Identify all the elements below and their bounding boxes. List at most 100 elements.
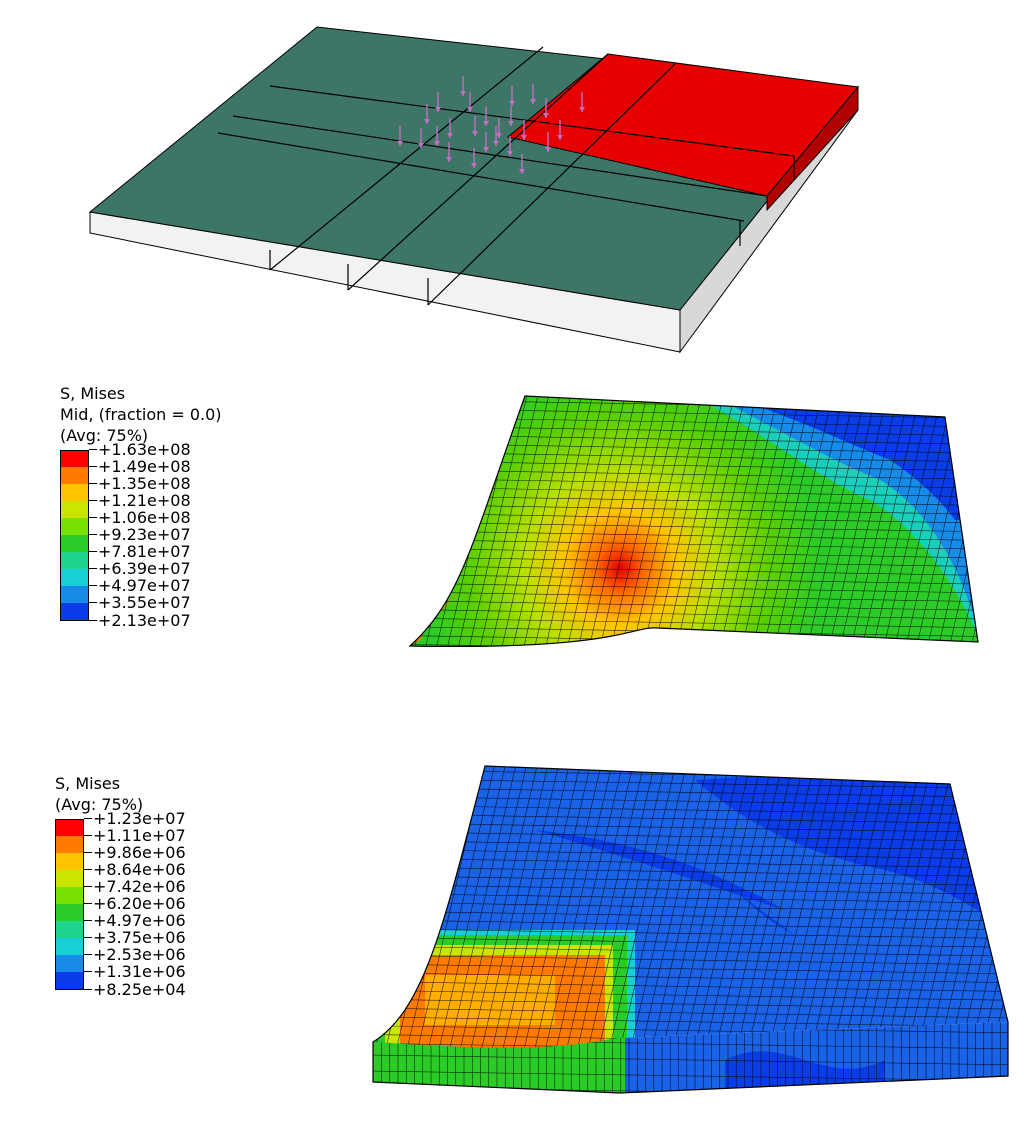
load-arrow-head — [446, 157, 452, 162]
legend-value: +1.11e+07 — [93, 826, 186, 845]
legend-entry: +1.23e+07 — [55, 809, 186, 836]
legend-title-line-3: (Avg: 75%) — [60, 426, 149, 445]
legend-entry: +9.86e+06 — [55, 843, 186, 870]
legend-tick — [89, 534, 97, 535]
legend-tick — [84, 852, 92, 853]
legend-value: +9.86e+06 — [93, 843, 186, 862]
legend-entry: +1.35e+08 — [60, 474, 191, 501]
legend-entry: +4.97e+07 — [60, 576, 191, 603]
legend-value: +6.39e+07 — [98, 559, 191, 578]
model-view-panel — [0, 0, 1024, 360]
load-arrow-head — [435, 107, 441, 112]
legend-swatch — [60, 569, 89, 586]
legend-tick — [84, 920, 92, 921]
legend-value: +4.97e+07 — [98, 576, 191, 595]
legend-entry: +6.39e+07 — [60, 559, 191, 586]
load-arrow-head — [543, 113, 549, 118]
load-arrow-head — [418, 143, 424, 148]
legend-swatch — [60, 501, 89, 518]
load-arrow-head — [496, 133, 502, 138]
load-arrow-head — [472, 131, 478, 136]
load-arrow-head — [519, 169, 525, 174]
legend-swatch — [60, 484, 89, 501]
legend-swatch — [60, 603, 89, 620]
legend-value: +4.97e+06 — [93, 911, 186, 930]
legend-swatch — [60, 586, 89, 603]
legend-entry: +4.97e+06 — [55, 911, 186, 938]
load-arrow-head — [508, 121, 514, 126]
legend-tick — [84, 818, 92, 819]
legend-color-bar: +1.63e+08 +1.49e+08 +1.35e+08 +1.21e+08 +1.0… — [60, 440, 191, 630]
load-arrows — [397, 76, 585, 174]
legend-value: +1.63e+08 — [98, 440, 191, 459]
legend-swatch — [55, 870, 84, 887]
legend-swatch — [60, 450, 89, 467]
legend-tick — [89, 585, 97, 586]
load-arrow-head — [493, 141, 499, 146]
legend-value: +1.06e+08 — [98, 508, 191, 527]
legend-tick — [89, 620, 97, 621]
legend-tick — [84, 903, 92, 904]
legend-value: +2.13e+07 — [98, 611, 191, 630]
legend-value: +1.35e+08 — [98, 474, 191, 493]
legend-entry: +2.53e+06 — [55, 945, 186, 972]
legend-entry: +1.63e+08 — [60, 440, 191, 467]
legend-value: +3.55e+07 — [98, 593, 191, 612]
legend-value: +1.23e+07 — [93, 809, 186, 828]
legend-tick — [84, 954, 92, 955]
contour-plot-solid — [365, 760, 1015, 1130]
contour-mesh-solid — [372, 765, 1009, 1094]
load-arrow-head — [471, 163, 477, 168]
legend-tick — [84, 869, 92, 870]
legend-value: +1.49e+08 — [98, 457, 191, 476]
legend-entry: +7.81e+07 — [60, 542, 191, 569]
legend-entry: +1.11e+07 — [55, 826, 186, 853]
legend-tick — [84, 886, 92, 887]
legend-entry: +1.06e+08 — [60, 508, 191, 535]
legend-tick — [89, 483, 97, 484]
legend-tick — [89, 466, 97, 467]
legend-tick — [84, 971, 92, 972]
legend-color-bar-2: +1.23e+07 +1.11e+07 +9.86e+06 +8.64e+06 +7.4… — [55, 809, 186, 999]
load-arrow-head — [509, 101, 515, 106]
legend-value: +2.53e+06 — [93, 945, 186, 964]
legend-tick — [84, 937, 92, 938]
legend-title-line-1: S, Mises — [60, 384, 126, 403]
legend-entry: +3.75e+06 — [55, 928, 186, 955]
load-arrow-head — [579, 107, 585, 112]
legend-tick — [84, 835, 92, 836]
legend-swatch — [55, 904, 84, 921]
load-arrow-head — [530, 99, 536, 104]
legend-swatch — [60, 535, 89, 552]
legend-tick — [89, 551, 97, 552]
legend-tick — [89, 517, 97, 518]
legend2-title-line-1: S, Mises — [55, 774, 121, 793]
legend-swatch — [60, 467, 89, 484]
load-arrow-head — [557, 135, 563, 140]
legend-entry: +8.64e+06 — [55, 860, 186, 887]
legend-entry: +3.55e+07 — [60, 593, 191, 620]
legend-entry: +7.42e+06 — [55, 877, 186, 904]
load-arrow-head — [507, 151, 513, 156]
partitioned-plate-model — [88, 26, 859, 354]
load-arrow-head — [447, 133, 453, 138]
legend-swatch — [60, 518, 89, 535]
legend-value: +8.25e+04 — [93, 980, 186, 999]
loaded-region-side — [766, 85, 859, 212]
legend-value: +1.21e+08 — [98, 491, 191, 510]
load-arrow-head — [521, 135, 527, 140]
partition-lines — [217, 46, 795, 306]
legend-swatch — [60, 552, 89, 569]
load-arrow-head — [483, 121, 489, 126]
legend-value: +8.64e+06 — [93, 860, 186, 879]
legend-swatch — [55, 921, 84, 938]
load-arrow-head — [424, 119, 430, 124]
legend-swatch — [55, 836, 84, 853]
load-arrow-head — [545, 147, 551, 152]
legend-value: +6.20e+06 — [93, 894, 186, 913]
legend-swatch — [55, 938, 84, 955]
legend-swatch — [55, 887, 84, 904]
legend-value: +7.81e+07 — [98, 542, 191, 561]
legend-title-line-2: Mid, (fraction = 0.0) — [60, 405, 222, 424]
load-arrow-head — [460, 91, 466, 96]
